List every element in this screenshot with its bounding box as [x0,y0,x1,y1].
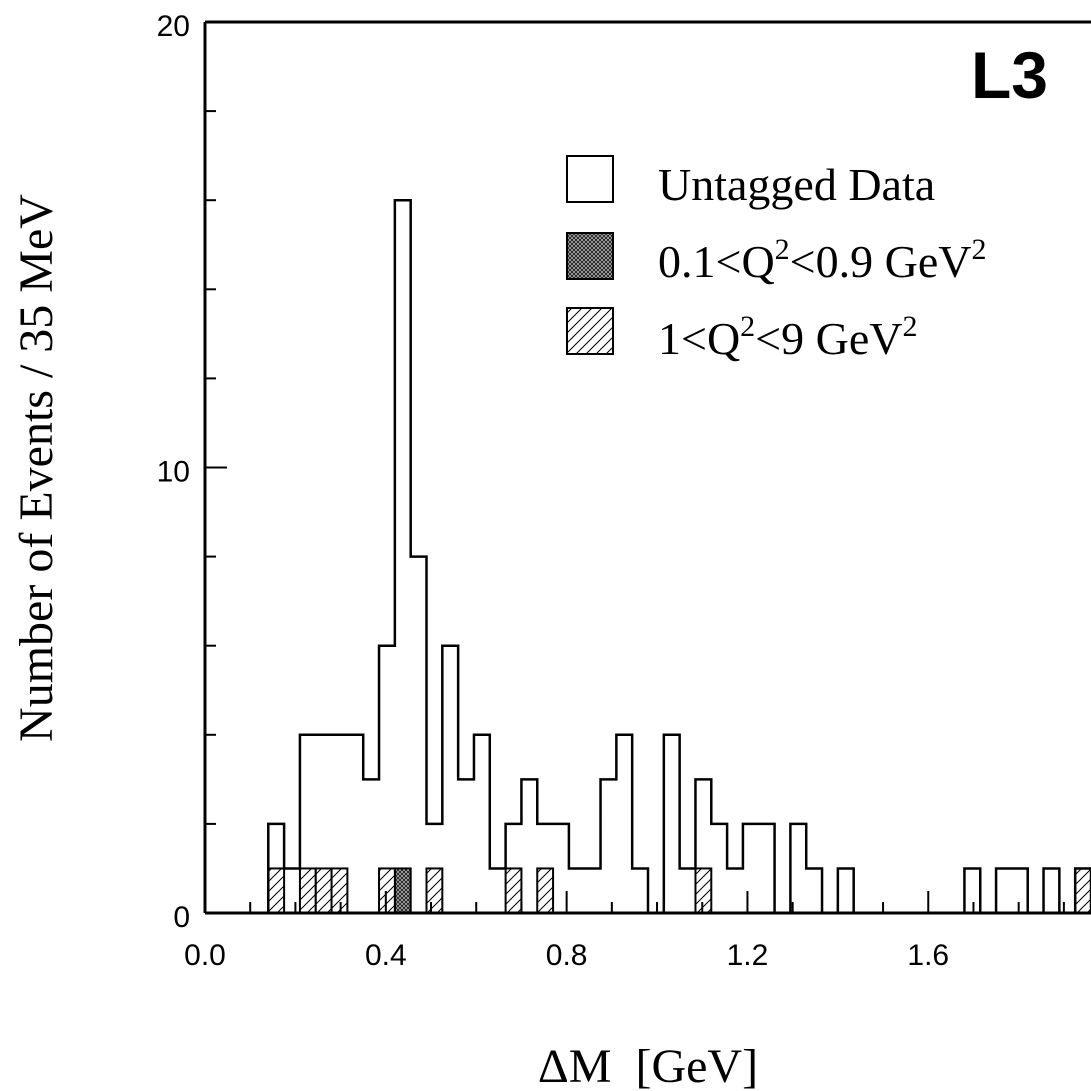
bar-hatched-51 [1074,867,1091,915]
plot-area [267,198,1091,915]
experiment-label: L3 [971,38,1048,112]
legend-label-untagged: Untagged Data [658,159,935,210]
untagged-histogram-line [267,198,1091,915]
legend-low-q2-sup2: 2 [971,233,986,266]
legend-swatch-high-q2 [566,307,614,355]
bar-hatched-4 [330,867,349,915]
y-tick-label: 10 [157,456,190,489]
bar-hatched-27 [694,867,713,915]
legend-low-q2-sup1: 2 [775,233,790,266]
y-tick-label: 20 [157,10,190,43]
x-tick-label: 1.6 [907,939,949,972]
bar-hatched-0 [267,867,286,915]
legend: Untagged Data 0.1<Q2<0.9 GeV2 1<Q2<9 GeV… [566,155,986,364]
bar-hatched-10 [425,867,444,915]
x-tick-label: 0.0 [184,939,226,972]
bar-crosshatch-8 [393,867,412,915]
x-tick-label: 1.2 [727,939,769,972]
bar-hatched-2 [298,867,317,915]
axis-ticks: 0.0 0.4 0.8 1.2 1.6 0 10 20 [157,10,1065,972]
y-axis-title: Number of Events / 35 MeV [10,194,63,742]
legend-high-q2-sup1: 2 [740,310,755,343]
bar-hatched-17 [536,867,555,915]
bar-hatched-3 [314,867,333,915]
legend-label-low-q2: 0.1<Q2<0.9 GeV2 [658,233,986,287]
bar-hatched-7 [378,867,396,915]
legend-low-q2-main: 0.1<Q [658,236,775,287]
x-tick-label: 0.4 [365,939,407,972]
legend-high-q2-main: 1<Q [658,313,740,364]
legend-swatch-low-q2 [566,232,614,280]
x-axis-title: ΔM [GeV] [538,1040,758,1091]
y-tick-label: 0 [173,901,190,934]
legend-low-q2-mid: <0.9 GeV [790,236,972,287]
legend-high-q2-mid: <9 GeV [755,313,902,364]
legend-high-q2-sup2: 2 [902,310,917,343]
bar-hatched-15 [504,867,523,915]
legend-swatch-untagged [566,155,614,203]
x-tick-label: 0.8 [546,939,588,972]
legend-label-high-q2: 1<Q2<9 GeV2 [658,310,917,364]
